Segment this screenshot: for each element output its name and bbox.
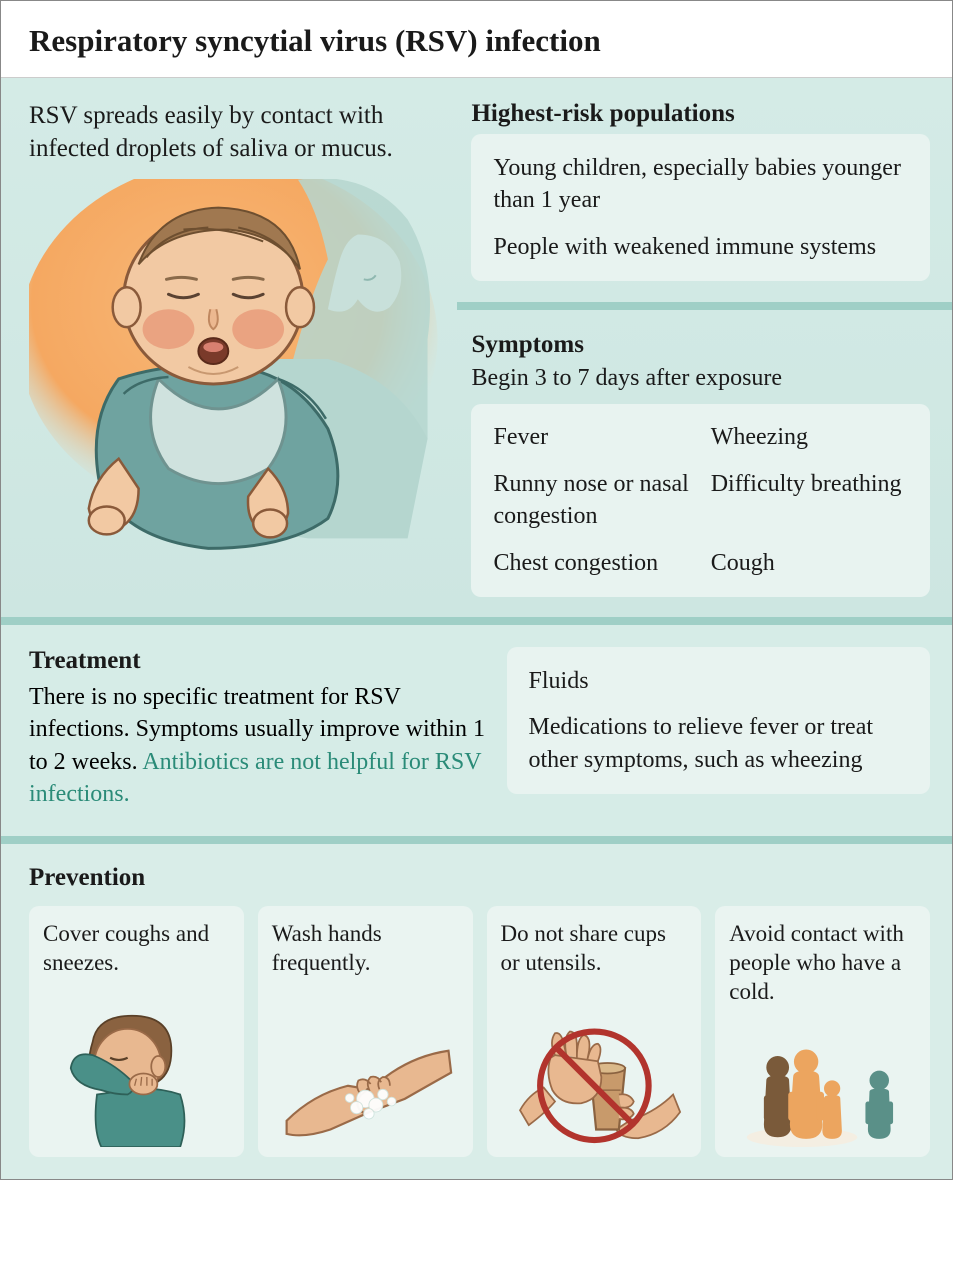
- symptom-2: Runny nose or nasal congestion: [493, 469, 690, 531]
- treatment-panel: Treatment There is no specific treatment…: [1, 625, 952, 845]
- spread-text: RSV spreads easily by contact with infec…: [29, 100, 447, 165]
- symptoms-heading: Symptoms: [471, 331, 930, 359]
- risk-item-0: Young children, especially babies younge…: [493, 152, 908, 217]
- prevention-label-3: Avoid contact with people who have a col…: [729, 920, 916, 1006]
- symptoms-section: Symptoms Begin 3 to 7 days after exposur…: [471, 331, 930, 597]
- page-title: Respiratory syncytial virus (RSV) infect…: [29, 23, 924, 59]
- treatment-box: Fluids Medications to relieve fever or t…: [507, 647, 930, 794]
- prevention-label-2: Do not share cups or utensils.: [501, 920, 688, 978]
- highest-risk-section: Highest-risk populations Young children,…: [471, 100, 930, 281]
- prevention-card-wash-hands: Wash hands frequently.: [258, 906, 473, 1156]
- treatment-right: Fluids Medications to relieve fever or t…: [507, 647, 930, 811]
- prevention-card-no-share: Do not share cups or utensils.: [487, 906, 702, 1156]
- divider: [457, 297, 952, 315]
- prevention-card-cover-cough: Cover coughs and sneezes.: [29, 906, 244, 1156]
- treatment-body: There is no specific treatment for RSV i…: [29, 681, 487, 811]
- no-share-icon: [501, 988, 688, 1147]
- upper-panel: RSV spreads easily by contact with infec…: [1, 78, 952, 625]
- symptom-1: Wheezing: [711, 422, 908, 453]
- treatment-item-1: Medications to relieve fever or treat ot…: [529, 711, 908, 776]
- symptom-5: Cough: [711, 548, 908, 579]
- symptoms-subtitle: Begin 3 to 7 days after exposure: [471, 365, 930, 392]
- infographic-container: Respiratory syncytial virus (RSV) infect…: [0, 0, 953, 1180]
- treatment-heading: Treatment: [29, 647, 487, 675]
- right-column: Highest-risk populations Young children,…: [457, 78, 952, 617]
- title-section: Respiratory syncytial virus (RSV) infect…: [1, 1, 952, 78]
- prevention-card-avoid-contact: Avoid contact with people who have a col…: [715, 906, 930, 1156]
- risk-item-1: People with weakened immune systems: [493, 231, 908, 263]
- symptom-3: Difficulty breathing: [711, 469, 908, 531]
- wash-hands-icon: [272, 988, 459, 1147]
- prevention-heading: Prevention: [29, 864, 930, 892]
- treatment-left: Treatment There is no specific treatment…: [29, 647, 507, 811]
- highest-risk-heading: Highest-risk populations: [471, 100, 930, 128]
- avoid-contact-icon: [729, 1017, 916, 1147]
- symptoms-box: Fever Wheezing Runny nose or nasal conge…: [471, 404, 930, 597]
- treatment-item-0: Fluids: [529, 665, 908, 697]
- cover-cough-icon: [43, 988, 230, 1147]
- symptom-4: Chest congestion: [493, 548, 690, 579]
- left-column: RSV spreads easily by contact with infec…: [1, 78, 457, 617]
- symptom-0: Fever: [493, 422, 690, 453]
- baby-illustration: [29, 179, 447, 559]
- prevention-label-1: Wash hands frequently.: [272, 920, 459, 978]
- prevention-panel: Prevention Cover coughs and sneezes.: [1, 844, 952, 1178]
- prevention-label-0: Cover coughs and sneezes.: [43, 920, 230, 978]
- highest-risk-box: Young children, especially babies younge…: [471, 134, 930, 281]
- prevention-grid: Cover coughs and sneezes.: [29, 906, 930, 1156]
